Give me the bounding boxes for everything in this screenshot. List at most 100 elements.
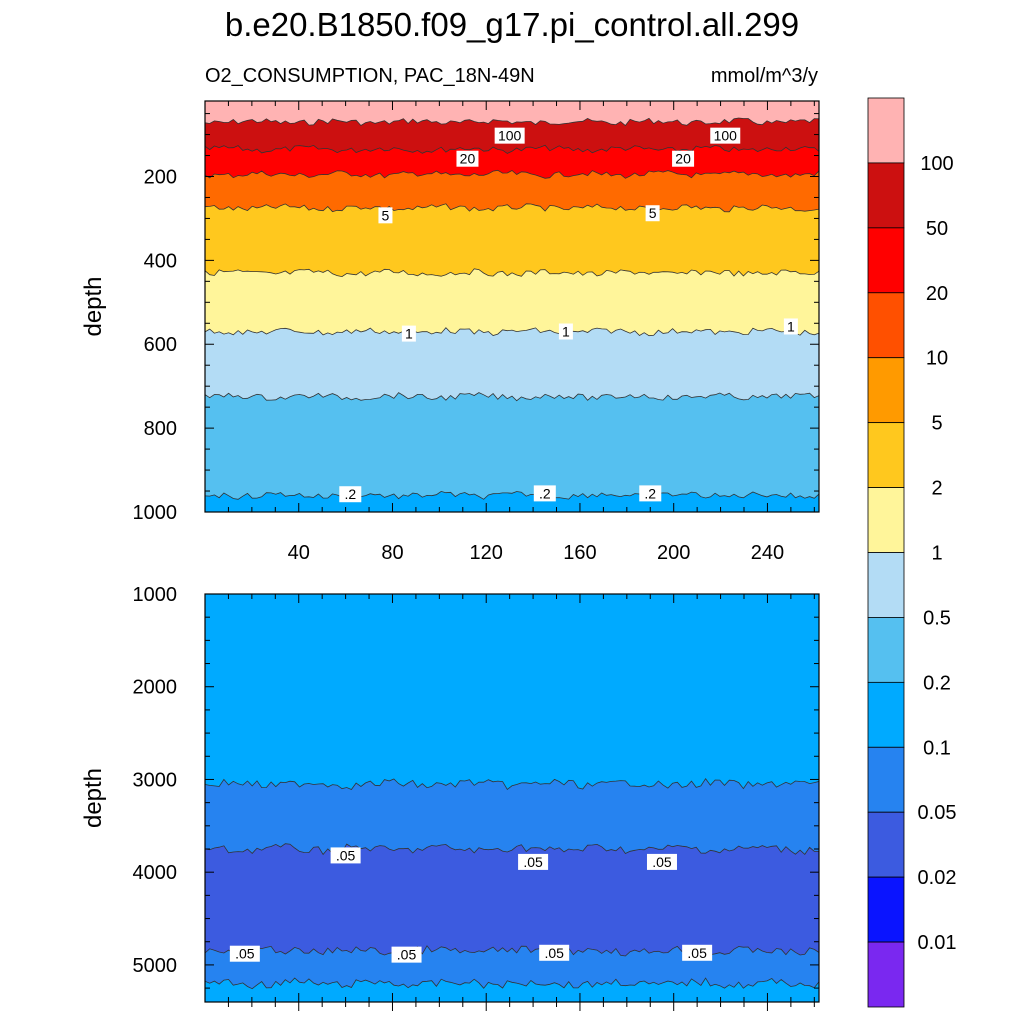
contour-label: .05 [229,945,260,962]
x-tick-label: 160 [563,542,596,564]
colorbar-swatch [867,746,905,813]
contour-band-1-2 [205,268,819,336]
colorbar-label: 2 [931,478,942,500]
y-axis-label: depth [80,276,107,336]
contour-band-0.02-0.05 [205,843,819,957]
colorbar-label: 20 [926,283,948,305]
y-tick-label: 1000 [133,502,178,524]
contour-label: 1 [558,323,573,340]
colorbar-label: 0.05 [918,802,957,824]
contour-band-0.5-1 [205,327,819,401]
contour-label: 20 [456,150,479,167]
contour-line [205,203,819,213]
subtitle-right: mmol/m^3/y [711,65,818,87]
contour-line [205,144,819,154]
contour-label: 1 [401,325,416,342]
contour-band-20-50 [205,145,819,179]
colorbar-label: 100 [920,153,953,175]
svg-text:100: 100 [498,128,522,144]
colorbar-swatch [867,292,905,359]
y-tick-label: 800 [144,418,177,440]
contour-line [205,117,819,127]
svg-text:.05: .05 [687,945,707,961]
contour-band->100 [205,101,819,126]
y-tick-label: 1000 [133,584,178,606]
svg-text:.05: .05 [336,847,356,863]
contour-label: 20 [672,150,695,167]
colorbar-swatch [867,487,905,553]
colorbar-swatch [867,617,905,683]
upper-panel: 100 100 20 20 5 5 1 1 1 .2 .2 .2 40 80 120 160 200 240 200… [80,100,820,564]
x-tick-label: 40 [288,542,310,564]
colorbar-label: 0.2 [923,672,951,694]
colorbar-label: 5 [931,413,942,435]
svg-text:.05: .05 [235,946,255,962]
svg-text:20: 20 [460,151,476,167]
y-tick-label: 3000 [133,769,178,791]
y-tick-label: 600 [144,334,177,356]
contour-line [205,977,819,990]
contour-line [205,169,819,179]
y-tick-label: 2000 [133,677,178,699]
svg-text:.05: .05 [523,854,543,870]
contour-label: 100 [494,127,525,144]
svg-text:20: 20 [675,151,691,167]
colorbar-swatch [867,227,905,294]
contour-label: .2 [639,485,662,502]
y-tick-label: 400 [144,250,177,272]
colorbar-swatch [867,811,905,878]
colorbar-swatch [867,552,905,618]
contour-line [205,777,819,790]
x-tick-label: 200 [657,542,690,564]
svg-text:.05: .05 [652,854,672,870]
colorbar-swatch [867,681,905,748]
colorbar-label: 0.5 [923,607,951,629]
contour-label: .05 [518,853,549,870]
colorbar-label: 0.02 [918,867,957,889]
contour-band-0.05-0.1 [205,945,819,989]
contour-band-0.2-0.5 [205,392,819,500]
contour-line [205,490,819,500]
contour-label: .05 [539,944,570,961]
chart-title: b.e20.B1850.f09_g17.pi_control.all.299 [225,6,799,43]
svg-text:5: 5 [382,207,390,223]
colorbar-swatch [867,357,905,424]
contour-label: .05 [391,946,422,963]
colorbar-swatch [867,941,905,1008]
colorbar-swatch [867,422,905,488]
contour-band-0.1-0.2 [205,594,819,790]
y-tick-label: 4000 [133,862,178,884]
contour-label: .05 [646,853,677,870]
svg-text:5: 5 [649,205,657,221]
contour-band-5-20 [205,170,819,212]
contour-line [205,945,819,957]
colorbar: 100 50 20 10 5 2 1 0.5 0.2 0.1 0.05 0.02 0.01 [867,97,957,1008]
contour-band-2-5 [205,203,819,277]
plot-frame [204,100,820,513]
contour-band-0.1-0.2 [205,978,819,1002]
lower-panel: .05 .05 .05 .05 .05 .05 .05 1000 2000 3000 4000 500… [80,584,820,1011]
svg-text:.05: .05 [544,945,564,961]
svg-text:.05: .05 [397,947,417,963]
contour-label: .2 [339,486,362,503]
svg-text:.2: .2 [644,485,656,501]
contour-label: .2 [533,485,556,502]
svg-text:1: 1 [787,318,795,334]
svg-text:1: 1 [562,324,570,340]
colorbar-label: 0.01 [918,932,957,954]
colorbar-label: 1 [931,543,942,565]
x-tick-label: 240 [751,542,784,564]
svg-text:100: 100 [714,128,738,144]
colorbar-swatch [867,162,905,229]
plot-frame [204,593,820,1003]
x-tick-label: 120 [470,542,503,564]
x-tick-label: 80 [381,542,403,564]
contour-line [205,327,819,337]
contour-line [205,268,819,278]
svg-text:.2: .2 [344,486,356,502]
contour-label: 1 [783,318,798,335]
svg-text:.2: .2 [539,485,551,501]
contour-band-0.05-0.1 [205,778,819,855]
colorbar-swatch [867,876,905,943]
